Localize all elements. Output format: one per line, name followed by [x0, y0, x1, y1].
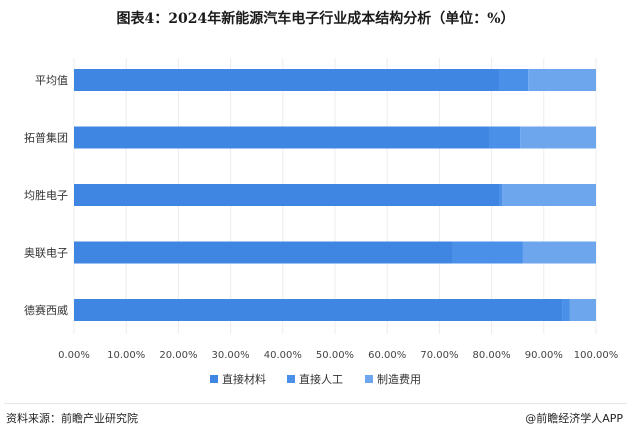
legend-swatch	[210, 375, 218, 383]
bar-segment	[522, 241, 596, 264]
bar-segment	[74, 299, 563, 321]
x-tick-label: 80.00%	[473, 350, 511, 361]
x-tick-label: 70.00%	[420, 350, 458, 361]
bar-segment	[452, 241, 523, 264]
x-tick-label: 10.00%	[107, 350, 145, 361]
bar-segment	[528, 69, 596, 91]
bar-segment	[502, 184, 596, 206]
x-tick-label: 100.00%	[574, 350, 619, 361]
category-label: 德赛西威	[24, 303, 68, 317]
legend-label: 制造费用	[377, 372, 421, 386]
legend: 直接材料 直接人工 制造费用	[210, 372, 421, 386]
bar-segment	[74, 69, 500, 91]
x-tick-label: 40.00%	[264, 350, 302, 361]
bar-segment	[562, 299, 570, 321]
bar-segment	[520, 126, 596, 149]
category-label: 平均值	[35, 74, 68, 87]
bar-segment	[74, 241, 453, 264]
x-tick-label: 20.00%	[159, 350, 197, 361]
x-tick-label: 90.00%	[525, 350, 563, 361]
category-label: 拓普集团	[24, 131, 68, 145]
bar-segment	[499, 69, 529, 91]
x-tick-label: 30.00%	[212, 350, 250, 361]
bar-segment	[74, 184, 500, 206]
legend-label: 直接材料	[222, 372, 266, 386]
x-tick-label: 60.00%	[368, 350, 406, 361]
bar-segment	[499, 184, 503, 206]
legend-swatch	[287, 375, 295, 383]
legend-swatch	[365, 375, 373, 383]
bar-segment	[569, 299, 596, 321]
category-label: 奥联电子	[24, 246, 68, 260]
bar-segment	[488, 126, 521, 149]
x-tick-label: 50.00%	[316, 350, 354, 361]
category-label: 均胜电子	[24, 188, 68, 202]
bar-group	[74, 69, 596, 321]
x-tick-label: 0.00%	[58, 350, 90, 361]
legend-label: 直接人工	[299, 372, 343, 386]
bar-segment	[74, 126, 489, 149]
chart-title: 图表4：2024年新能源汽车电子行业成本结构分析（单位：%）	[116, 11, 515, 27]
x-tick-labels: 0.00% 10.00% 20.00% 30.00% 40.00% 50.00% 60.00…	[58, 350, 618, 361]
